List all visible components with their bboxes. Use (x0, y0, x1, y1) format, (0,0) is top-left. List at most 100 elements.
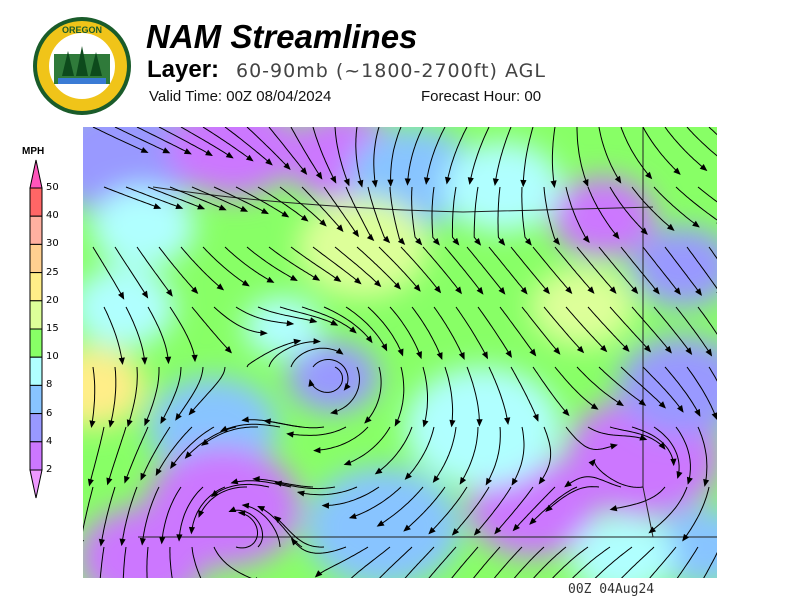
streamline (103, 306, 123, 364)
streamline-arrowhead (240, 205, 249, 212)
streamline-arrowhead (512, 523, 520, 532)
streamline (235, 186, 289, 218)
streamline-arrowhead (387, 179, 394, 187)
streamline (345, 186, 374, 241)
streamline (202, 127, 253, 162)
legend-swatch (29, 272, 43, 302)
streamline-arrowhead (532, 413, 539, 422)
streamline-arrowhead (685, 347, 693, 355)
wind-speed-region (83, 507, 208, 578)
streamline-arrowhead (159, 536, 166, 545)
streamline (428, 486, 468, 534)
streamline (686, 366, 717, 420)
streamline (620, 246, 660, 294)
streamline (631, 426, 675, 465)
streamline (425, 127, 446, 184)
legend-tick-label: 6 (46, 407, 53, 419)
streamline-arrowhead (141, 357, 148, 365)
streamline-arrowhead (545, 504, 553, 512)
streamline (564, 476, 622, 488)
streamline (191, 546, 202, 578)
streamline-arrowhead (553, 237, 561, 246)
streamline (125, 306, 146, 364)
streamline (649, 546, 677, 578)
wind-speed-region (571, 517, 675, 578)
streamline (91, 366, 96, 427)
legend-unit: MPH (22, 146, 45, 157)
streamline (400, 246, 441, 293)
streamline-arrowhead (473, 528, 481, 536)
legend-tick-label: 25 (46, 266, 59, 278)
streamline-arrowhead (191, 354, 198, 363)
streamline (451, 546, 479, 578)
streamline (191, 306, 232, 353)
wind-speed-region (83, 267, 175, 347)
streamline (620, 366, 666, 409)
streamline (703, 551, 717, 578)
streamline-arrowhead (141, 290, 149, 299)
streamline (444, 366, 454, 427)
streamline (344, 426, 391, 465)
streamline (510, 246, 550, 294)
streamline-arrowhead (364, 416, 372, 424)
streamline (109, 366, 117, 427)
streamline (676, 546, 699, 578)
streamline (521, 306, 560, 355)
streamline-arrowhead (397, 237, 406, 246)
streamline-arrowhead (511, 477, 518, 486)
streamline (477, 306, 512, 358)
streamline (497, 186, 505, 246)
layer-value: 60-90mb (~1800-2700ft) AGL (236, 60, 546, 82)
legend-tick-label: 2 (46, 464, 53, 475)
streamline-arrowhead (505, 350, 512, 358)
streamline-arrowhead (224, 346, 232, 354)
streamline (279, 306, 338, 326)
streamline-arrowhead (622, 344, 630, 352)
streamline (576, 366, 624, 406)
streamline (144, 367, 160, 426)
streamline-arrowhead (382, 235, 391, 244)
streamline (552, 546, 589, 578)
streamline-arrowhead (335, 347, 344, 355)
wind-speed-region (444, 142, 562, 232)
streamline-arrowhead (124, 475, 130, 484)
streamline-arrowhead (312, 274, 321, 281)
streamline (407, 127, 424, 185)
streamline (609, 186, 648, 235)
streamline-arrowhead (529, 348, 537, 357)
streamline (488, 246, 528, 294)
streamline-arrowhead (366, 233, 375, 242)
streamline-arrowhead (241, 502, 250, 509)
streamline (345, 306, 388, 351)
legend-swatch (29, 328, 43, 358)
streamline (532, 246, 572, 294)
streamline-arrowhead (673, 167, 681, 175)
streamline-arrowhead (614, 175, 622, 184)
streamline-arrowhead (444, 176, 452, 185)
streamline-arrowhead (403, 524, 411, 532)
streamline-arrowhead (452, 237, 460, 246)
legend-swatch (29, 243, 43, 274)
streamline-arrowhead (263, 418, 271, 425)
streamline (246, 246, 297, 281)
legend-swatch (29, 356, 43, 386)
streamline-arrowhead (582, 178, 589, 187)
streamline-arrowhead (432, 475, 440, 483)
streamline-arrowhead (228, 506, 237, 512)
streamline-arrowhead (336, 224, 344, 233)
streamline-arrowhead (218, 204, 227, 211)
legend-tick-label: 10 (46, 351, 59, 363)
streamline-arrowhead (98, 538, 105, 547)
streamline-arrowhead (89, 420, 96, 428)
streamline (609, 426, 666, 450)
streamline-arrowhead (648, 526, 657, 534)
streamline-arrowhead (210, 489, 219, 498)
streamline (532, 366, 570, 416)
streamline (565, 186, 590, 243)
streamline-arrowhead (357, 179, 364, 188)
streamline-arrowhead (474, 238, 482, 246)
streamline-arrowhead (290, 538, 298, 546)
streamline-arrowhead (118, 291, 125, 300)
streamline (213, 306, 267, 334)
streamline-arrowhead (330, 319, 339, 326)
